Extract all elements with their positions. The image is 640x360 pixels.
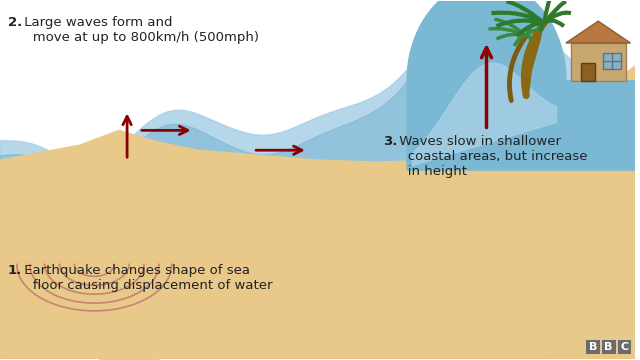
Polygon shape — [0, 0, 550, 359]
Text: 1.: 1. — [8, 264, 22, 278]
Text: 3.: 3. — [383, 135, 397, 148]
Polygon shape — [407, 0, 636, 170]
Polygon shape — [0, 66, 636, 359]
Polygon shape — [602, 340, 616, 354]
Polygon shape — [581, 63, 595, 81]
Polygon shape — [618, 340, 632, 354]
Text: Earthquake changes shape of sea
   floor causing displacement of water: Earthquake changes shape of sea floor ca… — [20, 264, 273, 292]
Polygon shape — [603, 53, 621, 69]
Text: C: C — [620, 342, 628, 352]
Polygon shape — [571, 43, 625, 81]
Text: B: B — [604, 342, 613, 352]
Text: Waves slow in shallower
   coastal areas, but increase
   in height: Waves slow in shallower coastal areas, b… — [395, 135, 588, 178]
Text: 2.: 2. — [8, 16, 22, 29]
Text: B: B — [589, 342, 597, 352]
Polygon shape — [566, 21, 630, 43]
Text: Large waves form and
   move at up to 800km/h (500mph): Large waves form and move at up to 800km… — [20, 16, 259, 44]
Polygon shape — [586, 340, 600, 354]
